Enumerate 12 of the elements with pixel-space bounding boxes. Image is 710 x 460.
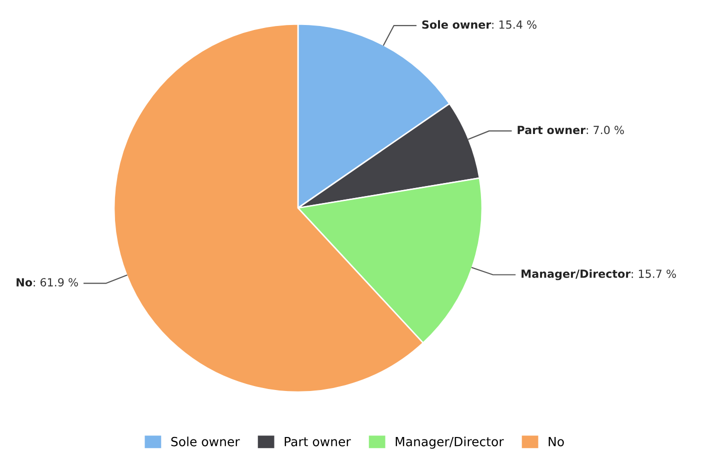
legend-label: No [548, 437, 564, 446]
data-label: : 7.0 % [586, 126, 624, 134]
data-label: : 61.9 % [34, 278, 78, 286]
legend-label: Manager/Director [396, 436, 504, 449]
legend-label: Sole owner [171, 436, 240, 446]
data-label: : 15.7 % [632, 270, 676, 278]
slice-label: No [16, 278, 32, 286]
slice-label: Manager/Director [522, 269, 631, 280]
legend-label: Part owner [284, 437, 351, 446]
slice-label: Sole owner [422, 20, 492, 29]
slice-label: Part owner [518, 126, 586, 134]
data-label: : 15.4 % [492, 20, 536, 29]
